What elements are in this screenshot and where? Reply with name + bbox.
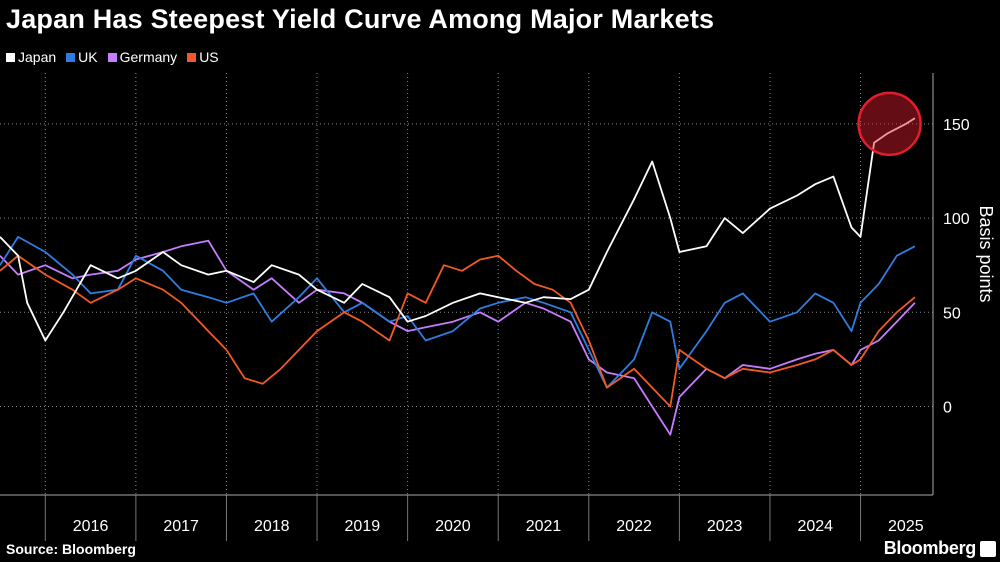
- x-tick-label: 2020: [435, 518, 471, 535]
- y-tick-label: 150: [943, 117, 970, 134]
- legend-item-us: US: [187, 49, 219, 65]
- x-tick-label: 2021: [526, 518, 562, 535]
- bloomberg-icon: [980, 541, 996, 557]
- legend-swatch-us: [187, 52, 197, 62]
- highlight-circle: [857, 91, 922, 157]
- legend: Japan UK Germany US: [6, 49, 219, 65]
- x-tick-label: 2022: [616, 518, 652, 535]
- series-line-us: [0, 254, 916, 408]
- legend-label-us: US: [199, 49, 219, 65]
- x-tick-label: 2019: [345, 518, 381, 535]
- x-tick-label: 2018: [254, 518, 290, 535]
- chart-title: Japan Has Steepest Yield Curve Among Maj…: [6, 4, 715, 34]
- y-tick-label: 100: [943, 211, 970, 228]
- x-tick-label: 2025: [888, 518, 924, 535]
- x-tick-label: 2017: [163, 518, 199, 535]
- bloomberg-logo: Bloomberg: [883, 538, 977, 558]
- legend-label-uk: UK: [78, 49, 98, 65]
- legend-swatch-japan: [6, 52, 15, 62]
- y-axis-title: Basis points: [976, 205, 996, 302]
- legend-label-germany: Germany: [119, 49, 178, 65]
- source-note: Source: Bloomberg: [6, 541, 136, 557]
- legend-item-germany: Germany: [107, 49, 178, 65]
- legend-item-uk: UK: [66, 49, 98, 65]
- series-line-japan: [0, 117, 916, 342]
- x-tick-label: 2023: [707, 518, 743, 535]
- x-tick-label: 2016: [73, 518, 109, 535]
- series-line-germany: [0, 239, 916, 436]
- x-tick-label: 2024: [797, 518, 833, 535]
- legend-swatch-uk: [66, 52, 76, 62]
- legend-swatch-germany: [107, 52, 117, 62]
- series-line-uk: [0, 235, 916, 389]
- legend-item-japan: Japan: [6, 49, 56, 65]
- y-tick-label: 50: [943, 305, 961, 322]
- y-tick-label: 0: [943, 399, 952, 416]
- legend-label-japan: Japan: [18, 49, 57, 65]
